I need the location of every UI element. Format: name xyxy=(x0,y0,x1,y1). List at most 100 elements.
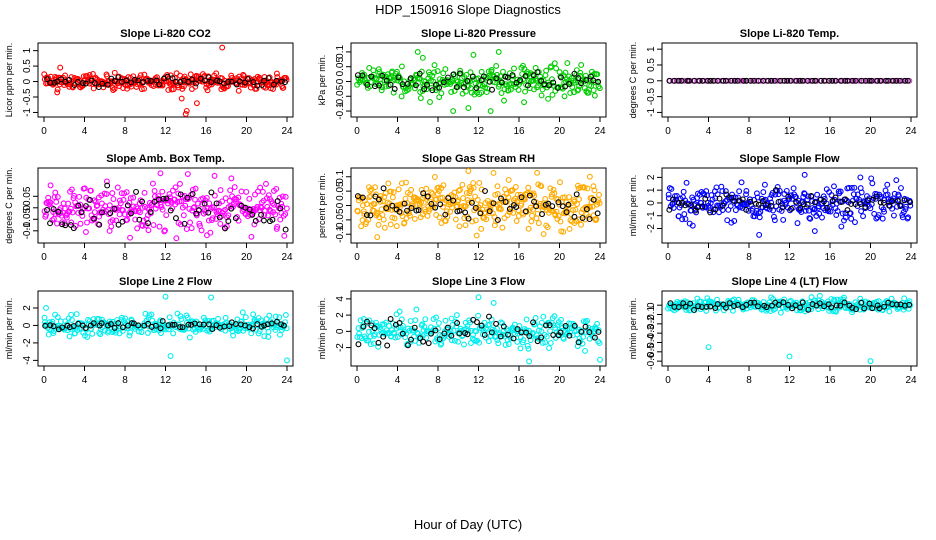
x-tick-label: 0 xyxy=(665,126,671,137)
mean-point xyxy=(678,77,685,84)
data-point xyxy=(585,89,592,96)
data-point xyxy=(265,328,272,335)
mean-point xyxy=(469,73,476,80)
mean-point xyxy=(555,199,562,206)
data-point xyxy=(879,215,886,222)
data-point xyxy=(881,208,887,215)
data-point xyxy=(373,75,380,82)
data-point xyxy=(588,83,595,89)
data-point xyxy=(443,208,450,215)
mean-point xyxy=(261,77,268,84)
data-point xyxy=(768,199,775,206)
data-point xyxy=(701,77,708,84)
mean-point xyxy=(906,301,913,308)
mean-point xyxy=(904,77,911,84)
mean-point xyxy=(408,205,415,211)
data-point xyxy=(379,84,386,91)
data-point xyxy=(366,194,373,200)
panel-title: Slope Line 2 Flow xyxy=(119,276,212,288)
mean-point xyxy=(136,216,143,223)
mean-point xyxy=(404,80,411,87)
data-point xyxy=(507,86,514,93)
mean-point xyxy=(436,84,443,91)
data-point xyxy=(457,186,463,193)
y-tick-label: -0.1 xyxy=(22,222,33,240)
data-point xyxy=(68,317,75,323)
mean-point xyxy=(546,322,553,329)
mean-point xyxy=(442,211,449,218)
mean-point xyxy=(816,300,823,307)
data-point xyxy=(429,190,436,197)
panel-7: Slope Line 2 Flow 0 4 8 12 16 20 24 -4 -2 0 2 ml/min… xyxy=(4,276,294,386)
data-point xyxy=(122,211,128,218)
panel-5: Slope Gas Stream RH0 4 8 12 16 20 24-0.1-0.050… xyxy=(317,153,607,263)
mean-point xyxy=(465,215,472,222)
mean-point xyxy=(250,79,257,86)
data-point xyxy=(259,188,266,195)
mean-point xyxy=(481,331,488,338)
mean-point xyxy=(755,201,762,208)
data-point xyxy=(159,188,166,195)
data-point xyxy=(73,311,80,318)
data-point xyxy=(184,171,191,177)
mean-point xyxy=(111,324,118,331)
x-tick-label: 0 xyxy=(354,375,360,386)
data-point xyxy=(282,211,289,218)
mean-point xyxy=(436,336,443,343)
x-tick-label: 4 xyxy=(706,126,712,137)
outlier-point xyxy=(470,51,477,58)
data-point xyxy=(575,86,582,93)
data-point xyxy=(553,65,560,72)
data-point xyxy=(370,340,377,347)
y-axis-label: percent per min. xyxy=(317,173,327,238)
data-point xyxy=(358,223,365,230)
data-point xyxy=(709,196,716,203)
mean-point xyxy=(78,209,85,216)
data-point xyxy=(567,89,574,96)
data-point xyxy=(476,339,483,346)
data-point xyxy=(493,62,500,69)
panel-title: Slope Li-820 CO2 xyxy=(120,28,210,40)
data-point xyxy=(431,69,438,76)
mean-point xyxy=(784,77,791,84)
mean-point xyxy=(558,74,564,81)
data-point xyxy=(136,209,143,216)
mean-point xyxy=(246,324,253,331)
data-point xyxy=(113,217,120,224)
mean-point xyxy=(731,303,737,310)
x-tick-label: 20 xyxy=(241,252,253,263)
data-point xyxy=(152,205,159,212)
data-point xyxy=(154,74,160,81)
x-tick-label: 8 xyxy=(435,375,441,386)
mean-point xyxy=(437,201,444,208)
x-tick-label: 16 xyxy=(513,375,525,386)
data-point xyxy=(675,213,682,219)
mean-point xyxy=(531,198,537,205)
mean-point xyxy=(104,182,111,189)
data-point xyxy=(543,333,550,340)
data-point xyxy=(724,217,731,224)
data-point xyxy=(282,312,289,318)
data-point xyxy=(889,205,896,212)
mean-point xyxy=(71,82,78,88)
data-point xyxy=(566,226,573,232)
mean-point xyxy=(62,222,69,229)
data-point xyxy=(170,330,177,337)
data-point xyxy=(240,71,247,78)
data-point xyxy=(387,221,394,228)
mean-point xyxy=(66,324,73,331)
mean-point xyxy=(164,73,171,80)
mean-point xyxy=(768,77,775,84)
mean-point xyxy=(205,74,212,81)
mean-point xyxy=(371,325,378,332)
data-point xyxy=(581,184,588,191)
data-point xyxy=(408,186,415,193)
mean-point xyxy=(797,204,804,211)
data-point xyxy=(898,185,904,191)
data-point xyxy=(513,218,520,224)
mean-point xyxy=(415,207,422,214)
mean-point xyxy=(886,202,892,209)
mean-point xyxy=(901,197,908,204)
data-point xyxy=(225,212,232,219)
